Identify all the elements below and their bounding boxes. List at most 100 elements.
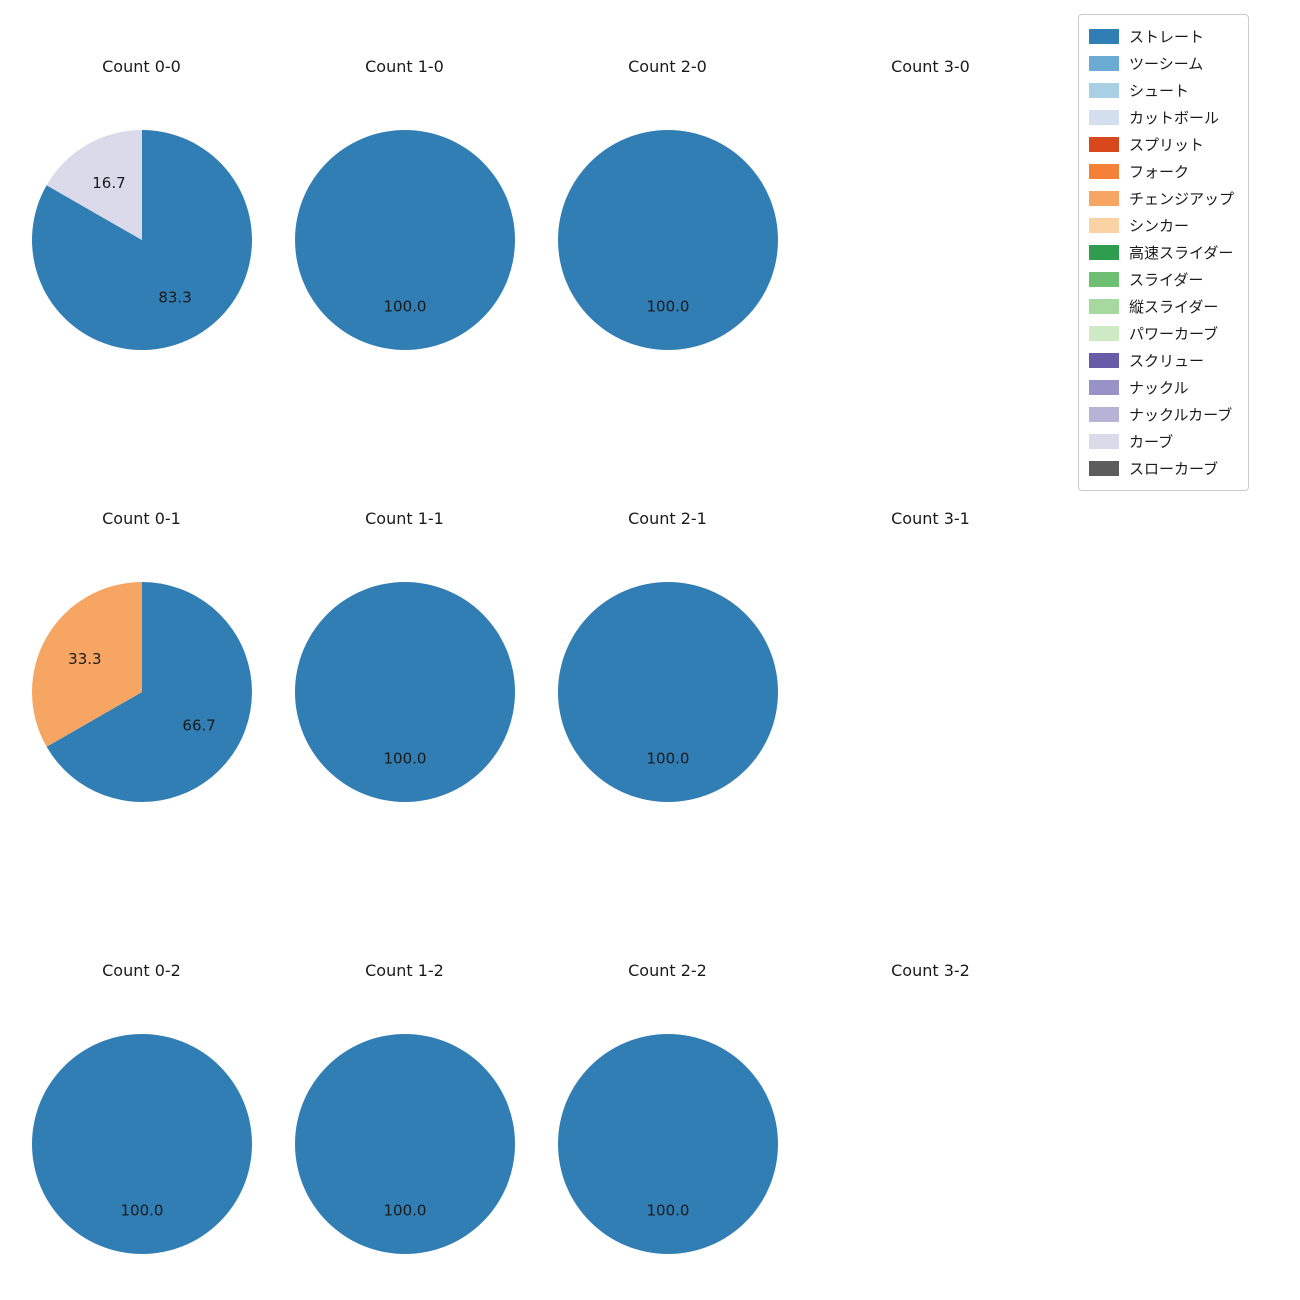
- chart-title: Count 2-0: [628, 57, 707, 76]
- legend-swatch-icon: [1089, 83, 1119, 98]
- legend-label: 高速スライダー: [1129, 244, 1234, 262]
- legend-item-13: ナックル: [1089, 374, 1234, 401]
- chart-cell-count-1-1: Count 1-1 100.0: [273, 492, 536, 944]
- pie-chart-count-2-0: 100.0: [557, 130, 778, 350]
- legend-label: ナックルカーブ: [1129, 406, 1233, 424]
- chart-cell-count-1-0: Count 1-0 100.0: [273, 40, 536, 492]
- legend-swatch-icon: [1089, 299, 1119, 314]
- chart-cell-count-3-2: Count 3-2: [799, 944, 1062, 1300]
- pie-slice: [31, 1034, 252, 1254]
- pie-pct-label: 33.3: [68, 650, 101, 668]
- pie-pct-label: 16.7: [92, 174, 125, 192]
- legend-swatch-icon: [1089, 137, 1119, 152]
- legend-label: スプリット: [1129, 136, 1205, 154]
- legend-item-9: スライダー: [1089, 266, 1234, 293]
- legend-label: ストレート: [1129, 28, 1205, 46]
- legend-label: フォーク: [1129, 163, 1190, 181]
- pie-pct-label: 66.7: [182, 716, 215, 734]
- legend-swatch-icon: [1089, 56, 1119, 71]
- legend-item-2: シュート: [1089, 77, 1234, 104]
- pie-pct-label: 100.0: [120, 1201, 163, 1219]
- legend-swatch-icon: [1089, 434, 1119, 449]
- legend-item-11: パワーカーブ: [1089, 320, 1234, 347]
- legend-item-5: フォーク: [1089, 158, 1234, 185]
- chart-cell-count-1-2: Count 1-2 100.0: [273, 944, 536, 1300]
- chart-cell-count-3-0: Count 3-0: [799, 40, 1062, 492]
- legend-label: カットボール: [1129, 109, 1220, 127]
- chart-cell-count-0-0: Count 0-0 83.3 16.7: [10, 40, 273, 492]
- pie-pct-label: 100.0: [646, 1201, 689, 1219]
- pie-chart-count-2-2: 100.0: [557, 1034, 778, 1254]
- pie-chart-count-1-1: 100.0: [294, 582, 515, 802]
- legend-label: パワーカーブ: [1129, 325, 1219, 343]
- pie-chart-count-1-2: 100.0: [294, 1034, 515, 1254]
- legend-item-8: 高速スライダー: [1089, 239, 1234, 266]
- pie-slice: [557, 582, 778, 802]
- legend-item-15: カーブ: [1089, 428, 1234, 455]
- pie-slice: [294, 130, 515, 350]
- chart-title: Count 1-0: [365, 57, 444, 76]
- chart-title: Count 1-2: [365, 961, 444, 980]
- legend-label: 縦スライダー: [1129, 298, 1219, 316]
- pie-chart-count-1-0: 100.0: [294, 130, 515, 350]
- pie-slice: [557, 130, 778, 350]
- legend-swatch-icon: [1089, 110, 1119, 125]
- legend-item-14: ナックルカーブ: [1089, 401, 1234, 428]
- pie-slice: [31, 130, 252, 350]
- pie-chart-grid: Count 0-0 83.3 16.7 Count 1-0 100.0 Count 2-0…: [10, 40, 1062, 1300]
- legend-swatch-icon: [1089, 164, 1119, 179]
- pie-slice: [46, 582, 252, 802]
- chart-cell-count-0-2: Count 0-2 100.0: [10, 944, 273, 1300]
- legend-item-1: ツーシーム: [1089, 50, 1234, 77]
- pie-pct-label: 100.0: [646, 297, 689, 315]
- legend-label: シュート: [1129, 82, 1190, 100]
- chart-title: Count 2-1: [628, 509, 707, 528]
- pie-pct-label: 100.0: [646, 749, 689, 767]
- chart-cell-count-2-1: Count 2-1 100.0: [536, 492, 799, 944]
- legend-swatch-icon: [1089, 353, 1119, 368]
- legend-label: スクリュー: [1129, 352, 1205, 370]
- chart-cell-count-2-2: Count 2-2 100.0: [536, 944, 799, 1300]
- chart-title: Count 1-1: [365, 509, 444, 528]
- chart-title: Count 0-2: [102, 961, 181, 980]
- pie-slice: [294, 1034, 515, 1254]
- legend-swatch-icon: [1089, 407, 1119, 422]
- chart-cell-count-0-1: Count 0-1 66.7 33.3: [10, 492, 273, 944]
- pie-slice: [46, 130, 142, 240]
- pie-chart-count-0-1: 66.7 33.3: [31, 582, 252, 802]
- legend-swatch-icon: [1089, 461, 1119, 476]
- legend-item-10: 縦スライダー: [1089, 293, 1234, 320]
- chart-title: Count 3-2: [891, 961, 970, 980]
- pie-chart-count-0-0: 83.3 16.7: [31, 130, 252, 350]
- legend-swatch-icon: [1089, 191, 1119, 206]
- legend-item-16: スローカーブ: [1089, 455, 1234, 482]
- legend-swatch-icon: [1089, 272, 1119, 287]
- chart-title: Count 0-1: [102, 509, 181, 528]
- legend-swatch-icon: [1089, 245, 1119, 260]
- pie-slice: [31, 582, 142, 747]
- pie-pct-label: 100.0: [383, 297, 426, 315]
- legend: ストレート ツーシーム シュート カットボール スプリット フォーク チェンジアップ シンカー…: [1078, 14, 1250, 491]
- chart-title: Count 2-2: [628, 961, 707, 980]
- pie-pct-label: 83.3: [158, 288, 191, 306]
- chart-title: Count 3-1: [891, 509, 970, 528]
- chart-title: Count 0-0: [102, 57, 181, 76]
- chart-cell-count-2-0: Count 2-0 100.0: [536, 40, 799, 492]
- legend-label: カーブ: [1129, 433, 1174, 451]
- legend-label: ナックル: [1129, 379, 1189, 397]
- legend-item-0: ストレート: [1089, 23, 1234, 50]
- pie-slice: [557, 1034, 778, 1254]
- legend-swatch-icon: [1089, 29, 1119, 44]
- legend-swatch-icon: [1089, 218, 1119, 233]
- legend-label: スローカーブ: [1129, 460, 1219, 478]
- legend-label: ツーシーム: [1129, 55, 1204, 73]
- legend-label: スライダー: [1129, 271, 1204, 289]
- pie-pct-label: 100.0: [383, 1201, 426, 1219]
- pie-chart-count-0-2: 100.0: [31, 1034, 252, 1254]
- pie-pct-label: 100.0: [383, 749, 426, 767]
- legend-swatch-icon: [1089, 380, 1119, 395]
- chart-title: Count 3-0: [891, 57, 970, 76]
- legend-item-4: スプリット: [1089, 131, 1234, 158]
- legend-label: チェンジアップ: [1129, 190, 1235, 208]
